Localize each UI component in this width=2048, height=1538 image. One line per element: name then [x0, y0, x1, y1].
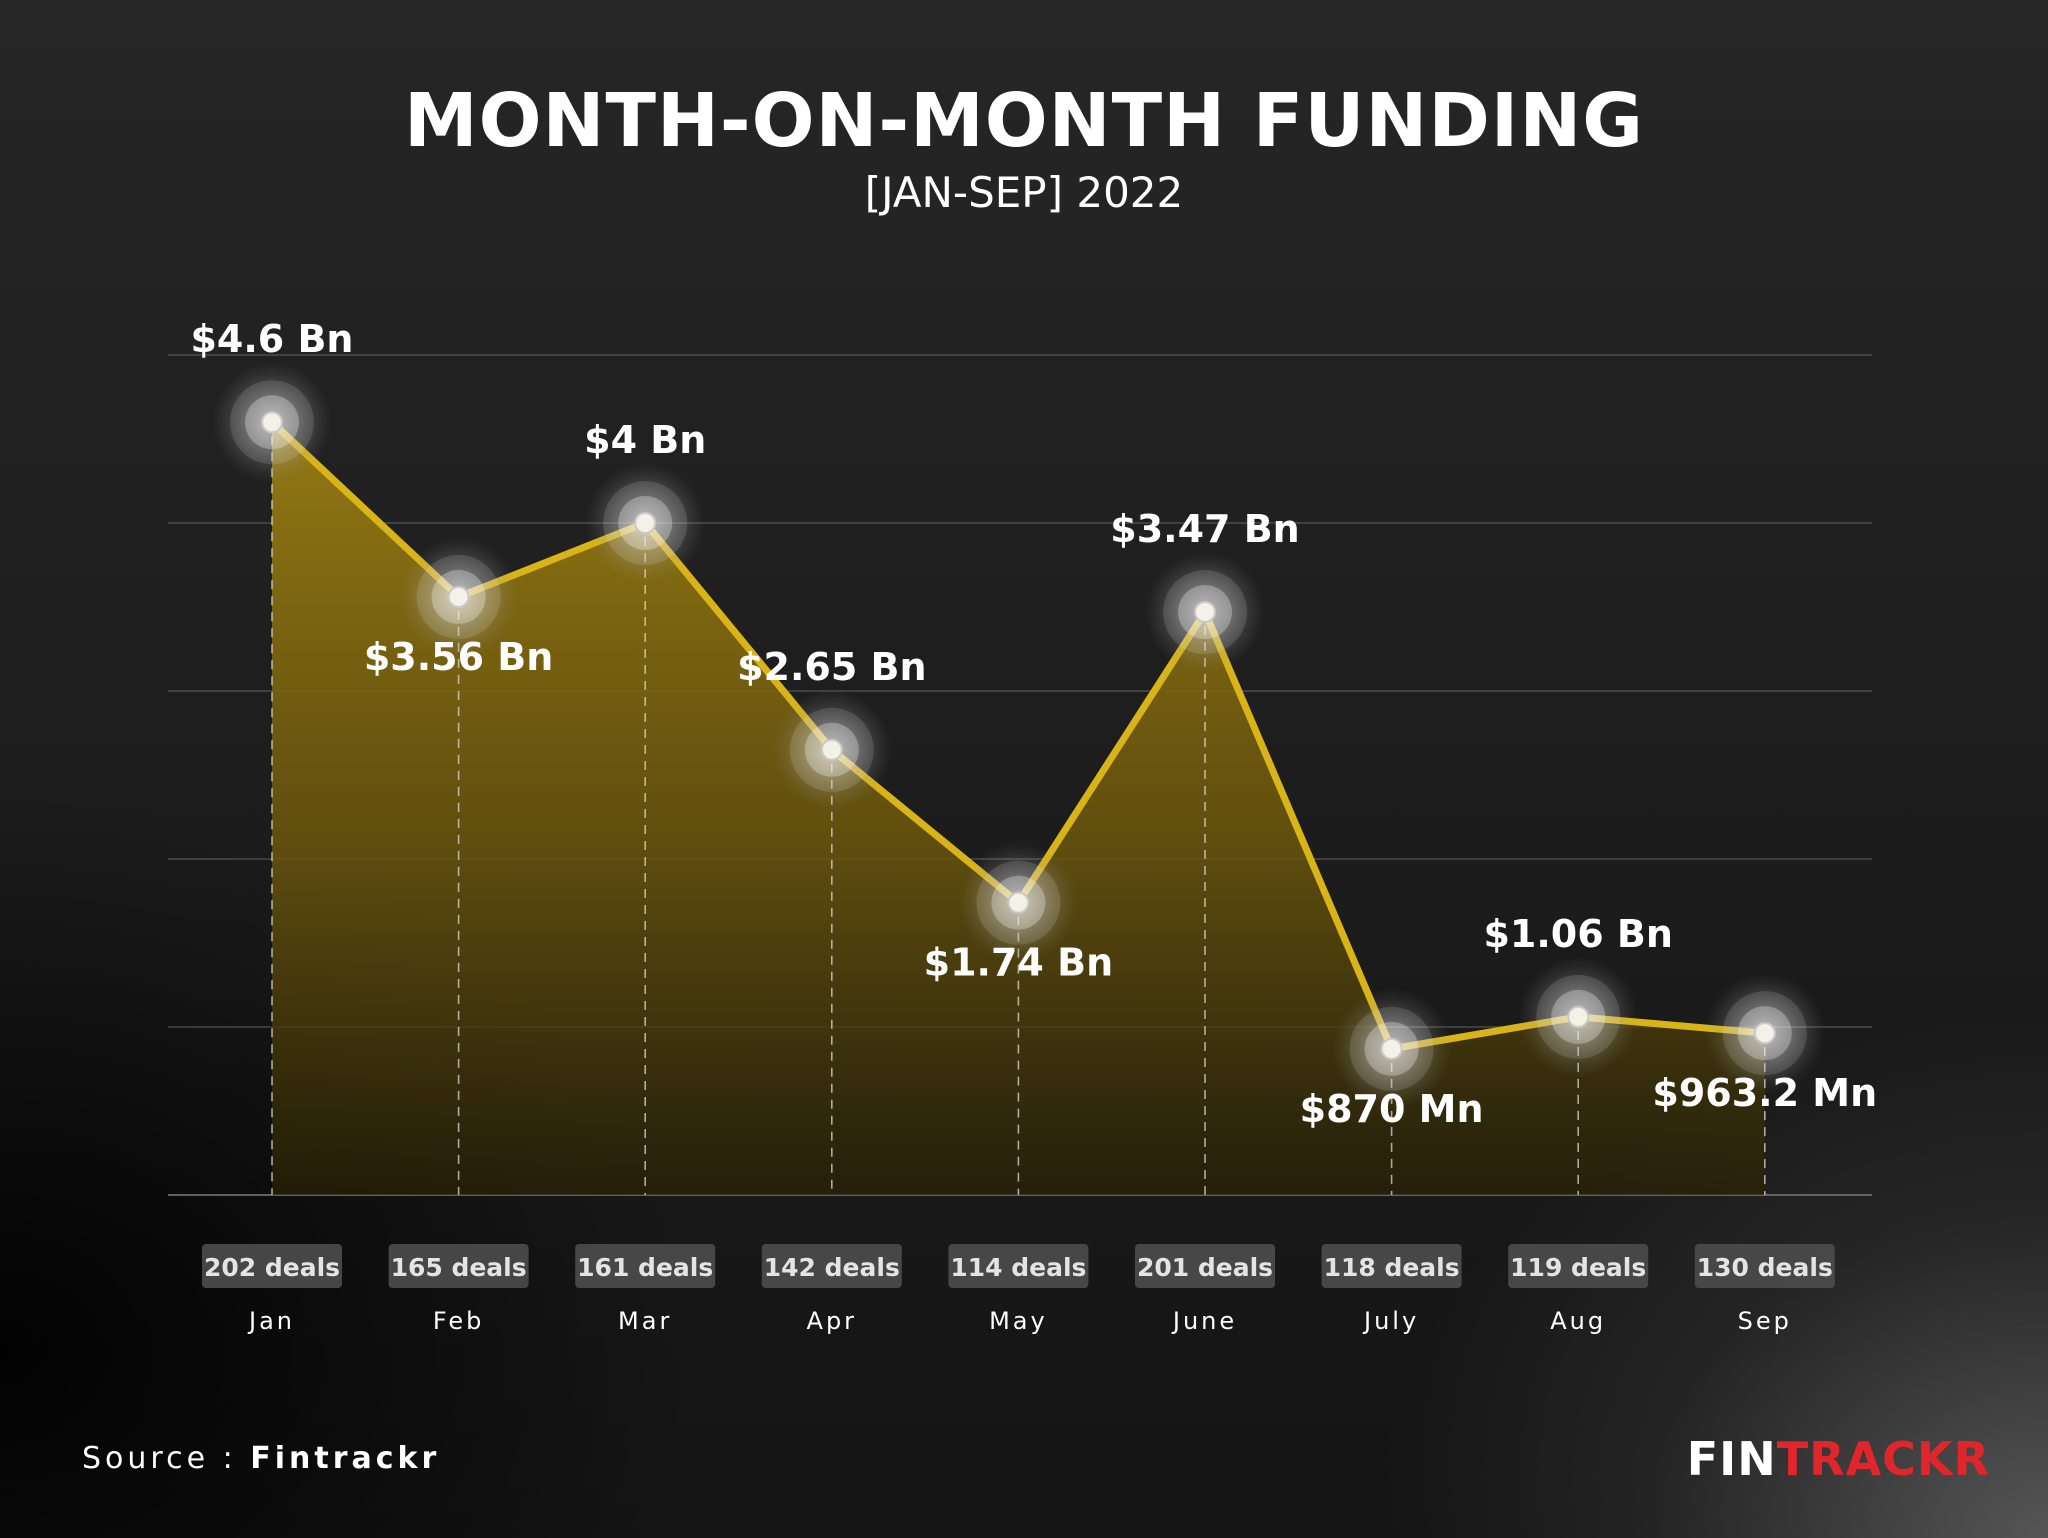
x-axis: 202 deals Jan 165 deals Feb 161 deals Mar 142 … [202, 1244, 1835, 1335]
deal-badge-bg [202, 1244, 342, 1288]
source-name: Fintrackr [250, 1441, 441, 1476]
data-point-marker [447, 585, 470, 608]
x-tick-label: May [989, 1307, 1048, 1335]
value-label: $2.65 Bn [737, 645, 926, 689]
source-prefix: Source : [82, 1441, 251, 1476]
deal-count-label: 161 deals [577, 1253, 713, 1282]
deal-badge-bg [388, 1244, 529, 1288]
deal-badge: 142 deals [761, 1244, 902, 1288]
data-point-marker [820, 738, 843, 761]
brand-logo-part1: FIN [1686, 1432, 1777, 1486]
deal-badge: 119 deals [1508, 1244, 1649, 1288]
data-point-marker [1753, 1022, 1776, 1045]
deal-count-label: 201 deals [1137, 1253, 1273, 1282]
x-tick-label: Feb [433, 1307, 485, 1335]
deal-badge-bg [575, 1244, 716, 1288]
value-label: $963.2 Mn [1652, 1071, 1877, 1115]
x-tick-label: Mar [618, 1307, 672, 1335]
deal-count-label: 119 deals [1510, 1253, 1646, 1282]
data-point [958, 842, 1079, 963]
value-labels: $4.6 Bn $3.56 Bn $4 Bn $2.65 Bn $1.74 Bn $3.4… [190, 317, 1877, 1131]
deal-count-label: 202 deals [204, 1253, 340, 1282]
deal-badge: 165 deals [388, 1244, 529, 1288]
deal-badge: 114 deals [948, 1244, 1089, 1288]
deal-badge-bg [1135, 1244, 1275, 1288]
deal-badge-bg [1321, 1244, 1462, 1288]
value-label: $1.74 Bn [924, 941, 1113, 985]
data-point [212, 362, 332, 483]
value-label: $870 Mn [1300, 1087, 1484, 1131]
deal-count-label: 142 deals [764, 1253, 900, 1282]
data-point-marker [1194, 601, 1216, 624]
deal-count-label: 118 deals [1324, 1253, 1460, 1282]
data-point [398, 536, 519, 657]
deal-count-label: 165 deals [391, 1253, 527, 1282]
x-tick-label: July [1362, 1307, 1419, 1335]
data-point [1518, 956, 1639, 1077]
x-tick-label: June [1171, 1307, 1237, 1335]
deal-count-label: 130 deals [1697, 1253, 1833, 1282]
x-tick-label: Apr [807, 1307, 858, 1335]
deal-badge: 202 deals [202, 1244, 342, 1288]
x-tick-label: Aug [1550, 1307, 1606, 1335]
value-label: $1.06 Bn [1483, 912, 1672, 956]
x-tick-label: Jan [247, 1307, 295, 1335]
value-label: $4 Bn [584, 418, 706, 462]
data-point [585, 463, 706, 583]
x-tick-label: Sep [1738, 1307, 1792, 1335]
data-points [212, 362, 1825, 1109]
deal-count-label: 114 deals [950, 1253, 1086, 1282]
data-point-marker [261, 411, 283, 434]
value-label: $3.56 Bn [364, 635, 553, 679]
deal-badge: 201 deals [1135, 1244, 1275, 1288]
data-point-marker [1567, 1005, 1590, 1028]
data-point [1145, 552, 1265, 673]
brand-logo-part2: TRACKR [1776, 1432, 1990, 1486]
data-point-marker [1380, 1037, 1403, 1060]
deal-badge-bg [948, 1244, 1089, 1288]
deal-badge-bg [761, 1244, 902, 1288]
chart-subtitle: [JAN-SEP] 2022 [864, 168, 1184, 217]
source-note: Source : Fintrackr [82, 1441, 440, 1476]
data-point [1704, 973, 1825, 1094]
data-point-marker [634, 512, 657, 534]
deal-badge-bg [1694, 1244, 1835, 1288]
value-label: $4.6 Bn [190, 317, 353, 361]
data-point-marker [1007, 891, 1030, 914]
chart-title: MONTH-ON-MONTH FUNDING [403, 78, 1644, 164]
brand-logo: FINTRACKR [1687, 1432, 1990, 1486]
deal-badge: 130 deals [1694, 1244, 1835, 1288]
deal-badge: 118 deals [1321, 1244, 1462, 1288]
data-point [771, 689, 892, 810]
deal-badge: 161 deals [575, 1244, 716, 1288]
value-label: $3.47 Bn [1110, 507, 1299, 551]
deal-badge-bg [1508, 1244, 1649, 1288]
data-point [1331, 988, 1452, 1109]
